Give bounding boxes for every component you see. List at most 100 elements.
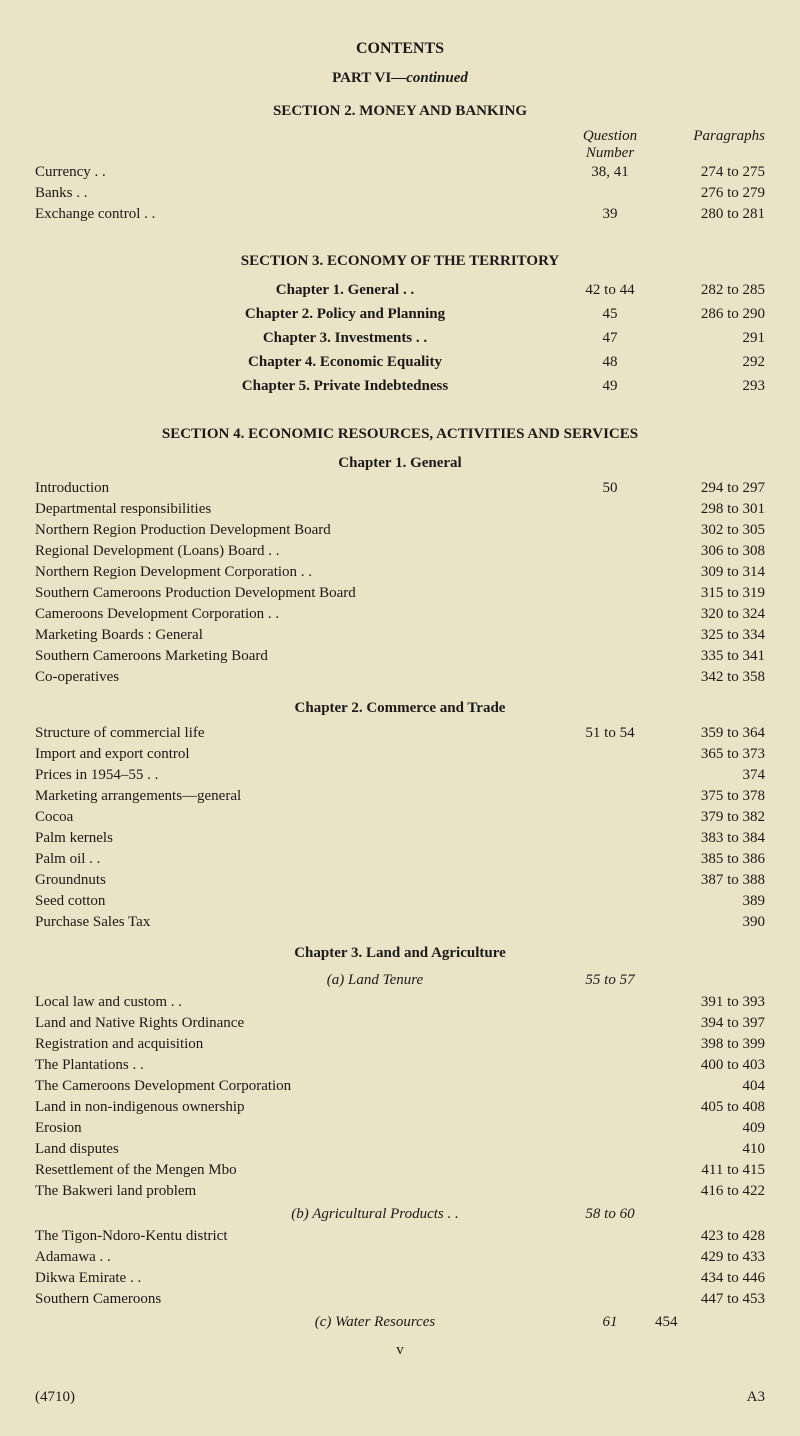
toc-label: Erosion <box>35 1118 565 1139</box>
toc-row: The Tigon-Ndoro-Kentu district 423 to 428 <box>35 1226 765 1247</box>
page-footer: (4710) A3 <box>35 1389 765 1406</box>
toc-label: Introduction <box>35 478 565 499</box>
toc-label: Northern Region Development Corporation … <box>35 562 565 583</box>
part-heading: PART VI—continued <box>35 70 765 87</box>
toc-para: 405 to 408 <box>655 1097 765 1118</box>
toc-row: Groundnuts387 to 388 <box>35 870 765 891</box>
document-page: CONTENTS PART VI—continued SECTION 2. MO… <box>0 0 800 1436</box>
toc-question: 51 to 54 <box>565 723 655 744</box>
toc-row: Palm oil . .385 to 386 <box>35 849 765 870</box>
toc-question: 50 <box>565 478 655 499</box>
toc-label: Groundnuts <box>35 870 565 891</box>
section-2-heading: SECTION 2. MONEY AND BANKING <box>35 103 765 120</box>
toc-para: 282 to 285 <box>655 278 765 302</box>
toc-para: 400 to 403 <box>655 1055 765 1076</box>
toc-para: 294 to 297 <box>655 478 765 499</box>
toc-para: 429 to 433 <box>655 1247 765 1268</box>
chapter-3-heading: Chapter 3. Land and Agriculture <box>35 945 765 962</box>
toc-row: Cameroons Development Corporation . . 320… <box>35 604 765 625</box>
toc-label: Land and Native Rights Ordinance <box>35 1013 565 1034</box>
footer-left: (4710) <box>35 1389 75 1406</box>
toc-row: Introduction50294 to 297 <box>35 478 765 499</box>
toc-row: Purchase Sales Tax 390 <box>35 912 765 933</box>
footer-right: A3 <box>747 1389 765 1406</box>
toc-row: Departmental responsibilities 298 to 301 <box>35 499 765 520</box>
toc-row: Southern Cameroons Production Developmen… <box>35 583 765 604</box>
toc-row: Co-operatives342 to 358 <box>35 667 765 688</box>
toc-row: Marketing arrangements—general375 to 378 <box>35 786 765 807</box>
toc-row: Land and Native Rights Ordinance 394 to 3… <box>35 1013 765 1034</box>
toc-label: Purchase Sales Tax <box>35 912 565 933</box>
toc-para: 423 to 428 <box>655 1226 765 1247</box>
section-2-rows: Currency . . 38, 41 274 to 275 Banks . .… <box>35 162 765 225</box>
toc-para: 365 to 373 <box>655 744 765 765</box>
toc-row: Dikwa Emirate . .434 to 446 <box>35 1268 765 1289</box>
toc-para: 375 to 378 <box>655 786 765 807</box>
toc-para: 298 to 301 <box>655 499 765 520</box>
sub-a-label: (a) Land Tenure <box>35 968 565 992</box>
sub-a-qn: 55 to 57 <box>565 968 655 992</box>
toc-chapter-label: Chapter 2. Policy and Planning <box>35 302 565 326</box>
toc-row: Seed cotton389 <box>35 891 765 912</box>
toc-question: 49 <box>565 374 655 398</box>
toc-para: 274 to 275 <box>655 162 765 183</box>
toc-label: The Plantations . . <box>35 1055 565 1076</box>
sub-b-heading: (b) Agricultural Products . . 58 to 60 <box>35 1202 765 1226</box>
toc-label: The Tigon-Ndoro-Kentu district <box>35 1226 565 1247</box>
toc-para: 276 to 279 <box>655 183 765 204</box>
toc-para: 309 to 314 <box>655 562 765 583</box>
toc-label: Southern Cameroons <box>35 1289 565 1310</box>
toc-label: Northern Region Production Development B… <box>35 520 565 541</box>
toc-label: Land in non-indigenous ownership <box>35 1097 565 1118</box>
contents-title: CONTENTS <box>35 40 765 58</box>
toc-row: Cocoa379 to 382 <box>35 807 765 828</box>
sub-c-qn: 61 <box>565 1310 655 1334</box>
toc-row: Regional Development (Loans) Board . . 30… <box>35 541 765 562</box>
toc-question: 38, 41 <box>565 162 655 183</box>
toc-para: 391 to 393 <box>655 992 765 1013</box>
chapter-1-heading: Chapter 1. General <box>35 455 765 472</box>
toc-para: 394 to 397 <box>655 1013 765 1034</box>
toc-row: Land disputes 410 <box>35 1139 765 1160</box>
toc-para: 390 <box>655 912 765 933</box>
toc-row: The Plantations . . 400 to 403 <box>35 1055 765 1076</box>
toc-row: Northern Region Production Development B… <box>35 520 765 541</box>
toc-chapter-label: Chapter 1. General . . <box>35 278 565 302</box>
toc-para: 385 to 386 <box>655 849 765 870</box>
toc-row: Banks . . 276 to 279 <box>35 183 765 204</box>
toc-label: Departmental responsibilities <box>35 499 565 520</box>
toc-question: 48 <box>565 350 655 374</box>
toc-row: The Bakweri land problem416 to 422 <box>35 1181 765 1202</box>
toc-row: Import and export control365 to 373 <box>35 744 765 765</box>
header-question: Question <box>565 128 655 145</box>
sub-c-para: 454 <box>655 1310 765 1334</box>
section-3-rows: Chapter 1. General . . 42 to 44 282 to 2… <box>35 278 765 398</box>
toc-para: 320 to 324 <box>655 604 765 625</box>
toc-question: 45 <box>565 302 655 326</box>
toc-para: 306 to 308 <box>655 541 765 562</box>
toc-para: 410 <box>655 1139 765 1160</box>
toc-label: Cameroons Development Corporation . . <box>35 604 565 625</box>
toc-row: Prices in 1954–55 . .374 <box>35 765 765 786</box>
toc-row: Adamawa . .429 to 433 <box>35 1247 765 1268</box>
column-headers: Question Paragraphs <box>35 128 765 145</box>
toc-row: The Cameroons Development Corporation404 <box>35 1076 765 1097</box>
toc-chapter-row: Chapter 1. General . . 42 to 44 282 to 2… <box>35 278 765 302</box>
toc-para: 280 to 281 <box>655 204 765 225</box>
sub-a-para-blank <box>655 968 765 992</box>
toc-chapter-row: Chapter 4. Economic Equality 48 292 <box>35 350 765 374</box>
toc-para: 383 to 384 <box>655 828 765 849</box>
sub-b-qn: 58 to 60 <box>565 1202 655 1226</box>
toc-para: 335 to 341 <box>655 646 765 667</box>
toc-para: 359 to 364 <box>655 723 765 744</box>
toc-label: Regional Development (Loans) Board . . <box>35 541 565 562</box>
toc-label: Land disputes <box>35 1139 565 1160</box>
part-label: PART VI— <box>332 70 406 86</box>
toc-para: 286 to 290 <box>655 302 765 326</box>
toc-label: Dikwa Emirate . . <box>35 1268 565 1289</box>
toc-label: Registration and acquisition <box>35 1034 565 1055</box>
toc-para: 411 to 415 <box>655 1160 765 1181</box>
toc-para: 315 to 319 <box>655 583 765 604</box>
toc-para: 447 to 453 <box>655 1289 765 1310</box>
part-continued: continued <box>406 70 468 86</box>
